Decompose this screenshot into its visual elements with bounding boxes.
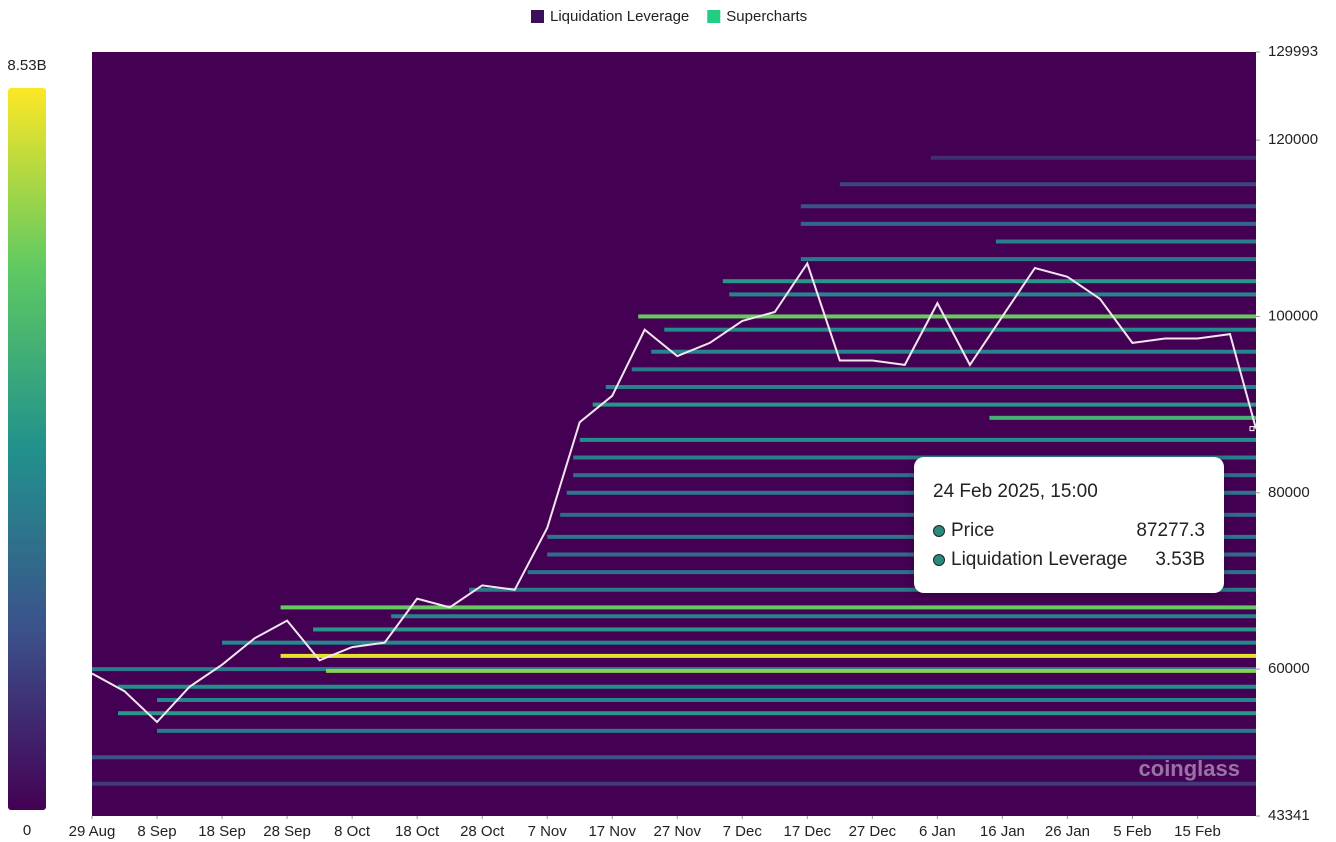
legend-swatch	[707, 10, 721, 23]
liquidation-band	[800, 204, 1256, 209]
liquidation-band	[579, 437, 1256, 442]
y-tick-label: 43341	[1268, 807, 1310, 824]
liquidation-band	[631, 367, 1256, 372]
liquidation-band	[326, 668, 1256, 673]
x-tick-label: 18 Oct	[395, 823, 440, 840]
liquidation-band	[800, 257, 1256, 262]
x-tick-label: 17 Dec	[784, 823, 832, 840]
liquidation-band	[729, 292, 1256, 297]
x-tick-label: 26 Jan	[1045, 823, 1090, 840]
y-tick-label: 100000	[1268, 307, 1318, 324]
liquidation-band	[280, 653, 1256, 658]
legend-label: Supercharts	[726, 8, 807, 25]
liquidation-band	[722, 279, 1256, 284]
liquidation-band	[930, 155, 1256, 160]
liquidation-band	[573, 455, 1256, 460]
legend-swatch	[531, 10, 544, 23]
x-tick-label: 17 Nov	[588, 823, 636, 840]
x-tick-label: 15 Feb	[1174, 823, 1221, 840]
price-line	[91, 261, 1257, 724]
liquidation-band	[547, 534, 1256, 539]
x-tick-label: 6 Jan	[919, 823, 956, 840]
watermark: coinglass	[1139, 756, 1240, 781]
liquidation-band	[157, 697, 1256, 702]
liquidation-band	[800, 221, 1256, 226]
x-tick-label: 7 Nov	[528, 823, 568, 840]
tooltip-row: Price 87277.3	[933, 519, 1205, 543]
x-tick-label: 28 Oct	[460, 823, 505, 840]
liquidation-band	[592, 402, 1256, 407]
tooltip: 24 Feb 2025, 15:00 Price 87277.3 Liquidat…	[914, 457, 1224, 593]
colorbar-label: 8.53B	[7, 57, 46, 74]
legend-label: Liquidation Leverage	[550, 8, 689, 25]
liquidation-band	[280, 605, 1256, 610]
x-tick-label: 8 Sep	[137, 823, 176, 840]
tooltip-value: 3.53B	[1155, 549, 1205, 570]
liquidation-band	[664, 327, 1256, 332]
liquidation-band	[92, 781, 1256, 786]
liquidation-band	[157, 728, 1256, 733]
tooltip-value: 87277.3	[1136, 520, 1205, 541]
liquidation-band	[118, 711, 1256, 716]
x-tick-label: 28 Sep	[263, 823, 311, 840]
y-tick-label: 129993	[1268, 43, 1318, 60]
tooltip-row: Liquidation Leverage 3.53B	[933, 548, 1205, 572]
liquidation-band	[566, 490, 1256, 495]
x-tick-label: 16 Jan	[980, 823, 1025, 840]
x-tick-label: 8 Oct	[334, 823, 371, 840]
liquidation-band	[989, 415, 1256, 420]
liquidation-band	[118, 684, 1256, 689]
x-tick-label: 27 Dec	[849, 823, 897, 840]
y-tick-label: 60000	[1268, 660, 1310, 677]
liquidation-band	[839, 182, 1256, 187]
liquidation-band	[605, 384, 1256, 389]
tooltip-title: 24 Feb 2025, 15:00	[933, 481, 1098, 502]
liquidation-band	[638, 314, 1256, 319]
liquidation-band	[527, 570, 1256, 575]
tooltip-label: Price	[951, 520, 995, 541]
x-tick-label: 29 Aug	[69, 823, 116, 840]
x-tick-label: 18 Sep	[198, 823, 246, 840]
liquidation-band	[313, 627, 1256, 632]
liquidation-band	[222, 640, 1256, 645]
price-marker	[1249, 426, 1255, 432]
liquidation-band	[995, 239, 1256, 244]
liquidation-band	[560, 512, 1256, 517]
liquidation-band	[547, 552, 1256, 557]
tooltip-label: Liquidation Leverage	[951, 549, 1128, 570]
colorbar	[8, 88, 46, 810]
liquidation-band	[469, 587, 1257, 592]
x-tick-label: 27 Nov	[653, 823, 701, 840]
colorbar-label: 0	[23, 822, 31, 839]
x-tick-label: 5 Feb	[1113, 823, 1151, 840]
liquidation-band	[391, 614, 1256, 619]
liquidation-band	[651, 349, 1256, 354]
liquidation-band	[92, 755, 1256, 760]
y-tick-label: 120000	[1268, 131, 1318, 148]
y-tick-label: 80000	[1268, 484, 1310, 501]
x-tick-label: 7 Dec	[723, 823, 763, 840]
